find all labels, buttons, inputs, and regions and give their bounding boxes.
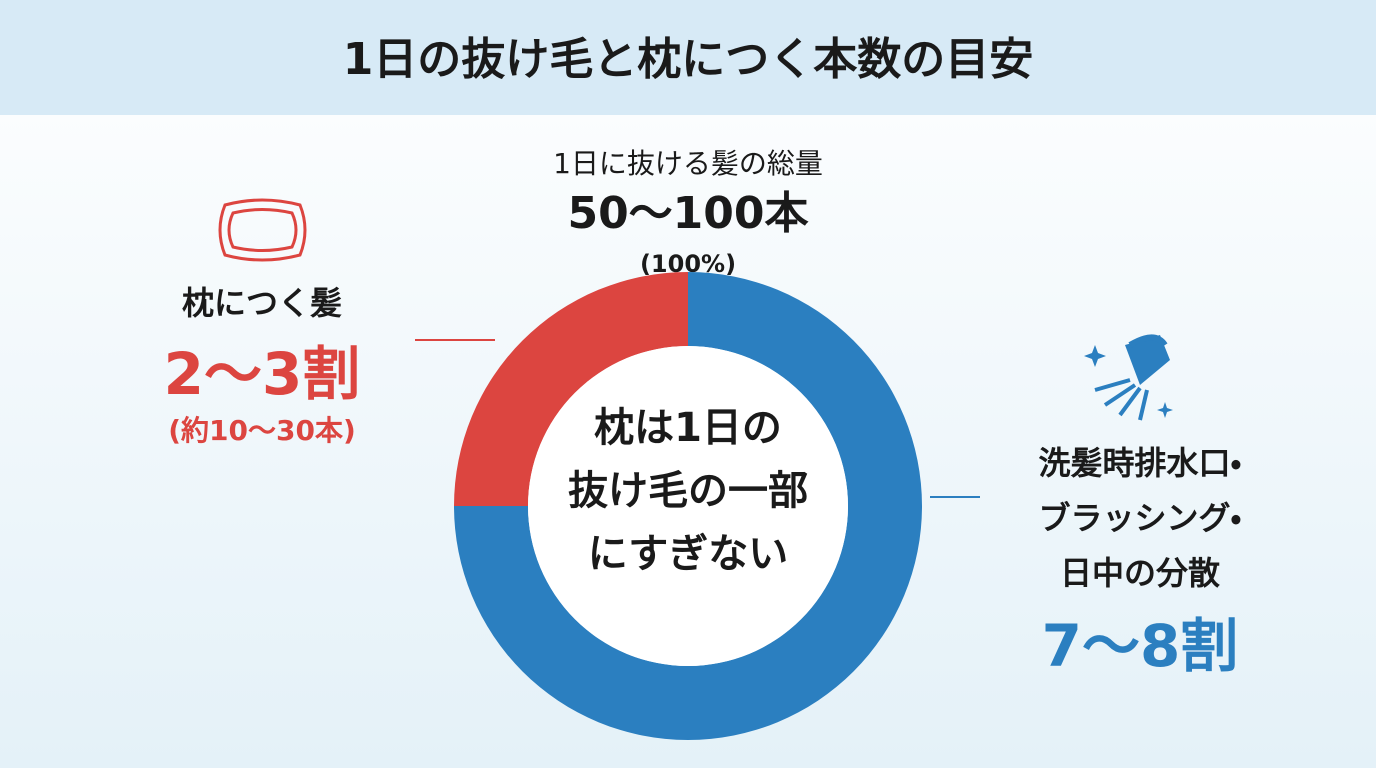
- slice-note: (約10〜30本): [168, 414, 356, 447]
- donut-slice: [454, 272, 688, 506]
- shower-icon: [1084, 334, 1173, 421]
- chart-title: 1日の抜け毛と枕につく本数の目安: [343, 34, 1034, 85]
- total-caption: 1日に抜ける髪の総量: [553, 147, 823, 180]
- slice-share: 2〜3割: [164, 340, 361, 408]
- center-text: にすぎない: [588, 531, 788, 577]
- donut: [454, 272, 922, 740]
- total-amount: 50〜100本: [567, 188, 809, 239]
- slice-name: 枕につく髪: [182, 284, 342, 322]
- donut-slice: [454, 272, 922, 740]
- center-text: 抜け毛の一部: [568, 468, 808, 514]
- donut-hole: [528, 346, 848, 666]
- title-band: [0, 0, 1376, 115]
- center-text: 枕は1日の: [594, 405, 782, 451]
- slice-name: 洗髪時排水口・: [1039, 444, 1242, 482]
- slice-name: 日中の分散: [1060, 554, 1220, 592]
- slice-name: ブラッシング・: [1039, 499, 1242, 537]
- pillow-icon: [218, 198, 307, 262]
- slice-share: 7〜8割: [1042, 612, 1239, 680]
